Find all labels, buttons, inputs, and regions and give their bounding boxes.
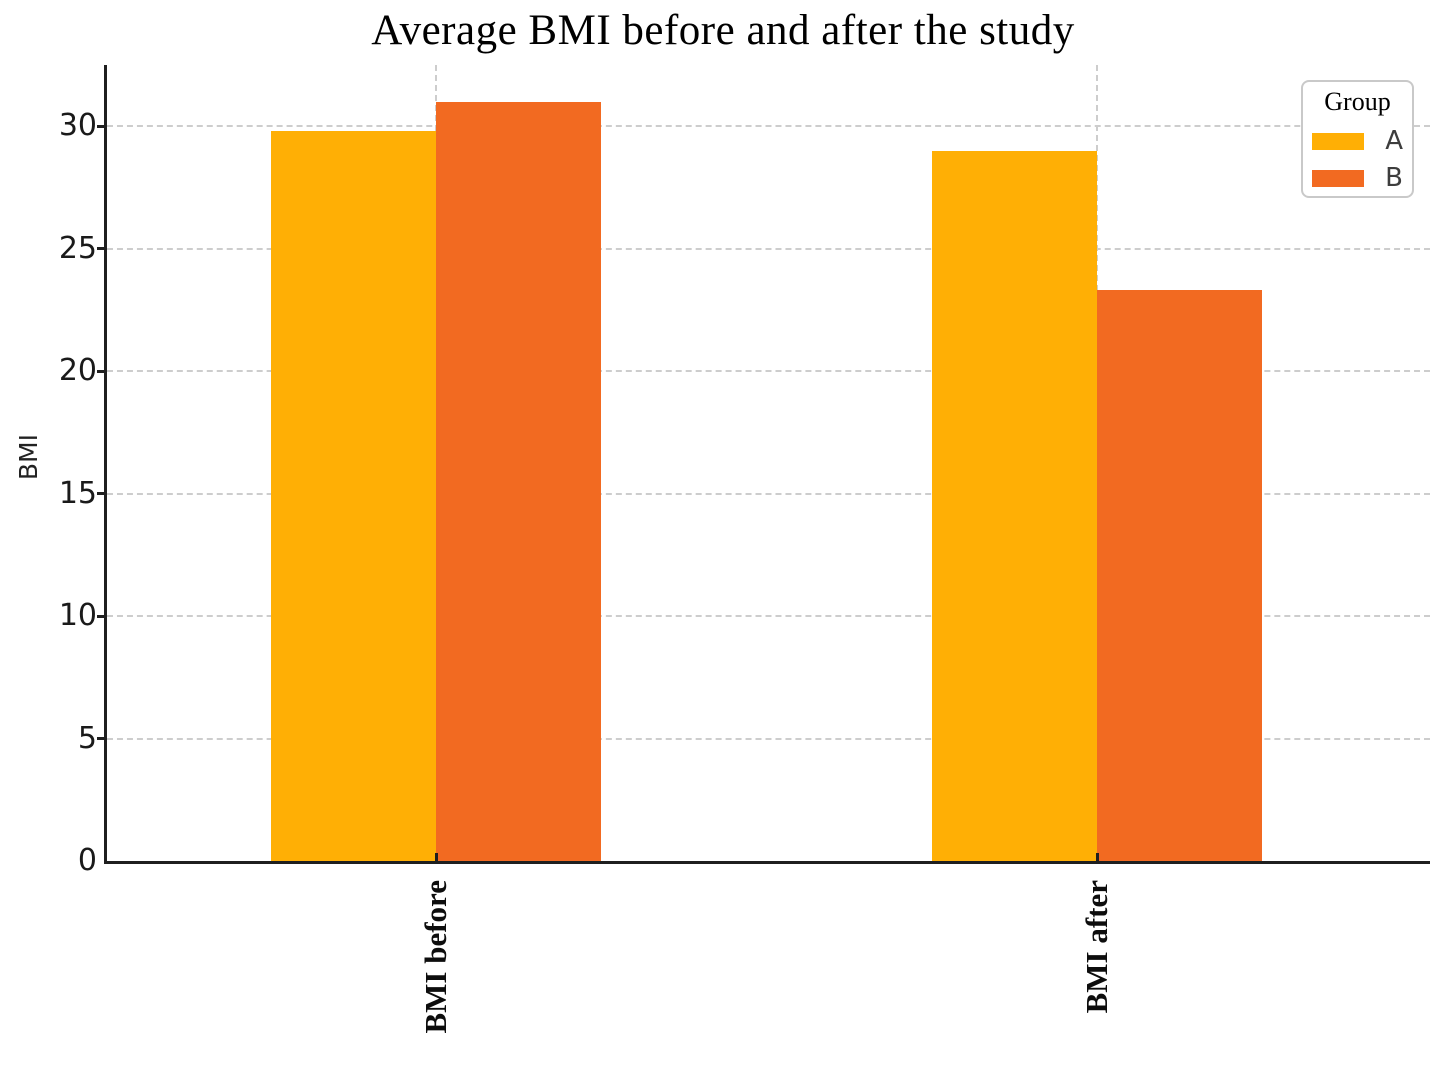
y-gridline [107, 492, 1430, 495]
y-tick-mark [97, 614, 107, 618]
y-tick-mark [97, 247, 107, 251]
y-tick-label: 10 [58, 598, 97, 634]
bar-a-1 [271, 131, 437, 861]
y-tick-label: 20 [58, 353, 97, 389]
y-tick-label: 25 [58, 230, 97, 266]
y-tick-mark [97, 369, 107, 373]
legend-swatch-a [1312, 132, 1364, 150]
bar-b-2 [1097, 290, 1262, 861]
y-gridline [107, 247, 1430, 250]
y-tick-label: 30 [58, 108, 97, 144]
bar-a-2 [932, 150, 1097, 861]
x-tick-label: BMI before [418, 880, 454, 1034]
y-axis-title: BMI [14, 434, 43, 481]
legend-item-label: A [1385, 126, 1403, 156]
x-tick-mark [434, 853, 438, 861]
y-gridline [107, 615, 1430, 618]
y-tick-mark [97, 124, 107, 128]
y-tick-mark [97, 492, 107, 496]
y-tick-mark [97, 737, 107, 741]
y-tick-label: 5 [77, 720, 97, 756]
y-gridline [107, 125, 1430, 128]
y-gridline [107, 737, 1430, 740]
y-axis-spine [104, 65, 107, 864]
legend-swatch-b [1312, 169, 1364, 187]
chart-title: Average BMI before and after the study [371, 7, 1075, 54]
y-gridline [107, 370, 1430, 373]
legend-item: A [1312, 128, 1403, 154]
legend-item-label: B [1385, 163, 1403, 193]
x-tick-mark [1095, 853, 1099, 861]
y-tick-label: 0 [77, 843, 97, 878]
legend-title: Group [1324, 87, 1391, 116]
legend-item: B [1312, 165, 1403, 191]
x-axis-spine [104, 861, 1430, 864]
bar-b-1 [436, 101, 602, 861]
x-tick-label: BMI after [1079, 880, 1114, 1014]
y-tick-label: 15 [58, 475, 97, 511]
